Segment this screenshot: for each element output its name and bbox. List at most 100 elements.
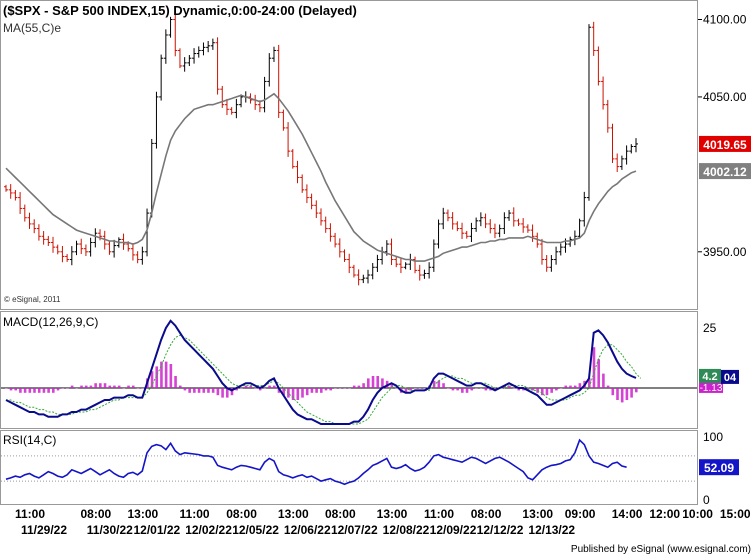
macd-histogram-bar [479, 388, 483, 389]
macd-histogram-bar [225, 388, 229, 398]
price-bar [168, 16, 173, 38]
price-bar [206, 40, 211, 53]
x-date-label: 12/08/22 [383, 523, 430, 537]
macd-histogram-bar [9, 388, 13, 391]
price-bar [22, 204, 27, 222]
price-bar [234, 98, 239, 119]
price-bar [394, 256, 399, 268]
macd-histogram-bar [23, 388, 27, 393]
price-bar [229, 107, 234, 115]
price-bar [422, 269, 427, 279]
price-bar [74, 240, 79, 256]
macd-histogram-bar [531, 388, 535, 391]
price-bar [351, 264, 356, 278]
macd-histogram-bar [113, 385, 116, 388]
price-bar [196, 46, 201, 58]
rsi-value-tag-bg [699, 459, 739, 476]
price-bar [427, 262, 432, 279]
macd-histogram-bar [5, 388, 8, 389]
macd-histogram-bar [597, 359, 600, 388]
price-bar [201, 42, 206, 56]
macd-histogram-bar [211, 388, 215, 393]
price-bar [610, 123, 615, 164]
macd-histogram-bar [14, 388, 18, 391]
price-bar [544, 255, 549, 272]
price-bar [507, 209, 512, 221]
rsi-panel-frame [0, 430, 698, 505]
macd-histogram-bar [131, 385, 135, 388]
macd-histogram-bar [470, 388, 474, 391]
price-bar [79, 238, 84, 255]
macd-histogram-bar [178, 385, 182, 388]
ma-label: MA(55,C)e [3, 21, 61, 35]
x-time-label: 13:00 [278, 507, 309, 521]
macd-histogram-bar [503, 385, 506, 388]
macd-histogram-bar [352, 385, 356, 388]
x-time-label: 14:00 [612, 507, 643, 521]
macd-histogram-bar [465, 388, 469, 393]
macd-histogram-bar [508, 385, 511, 388]
macd-histogram-bar [202, 388, 206, 393]
macd-histogram-bar [602, 373, 605, 388]
x-time-label: 08:00 [325, 507, 356, 521]
price-bar [431, 239, 436, 272]
macd-signal-tag: 04 [724, 372, 737, 384]
price-bar [135, 251, 140, 264]
price-bar [253, 94, 258, 110]
price-bar [605, 99, 610, 133]
price-bar [549, 255, 554, 272]
macd-histogram-bar [348, 388, 351, 389]
price-bar [4, 184, 8, 192]
price-bar [582, 191, 587, 227]
price-bar [55, 244, 60, 255]
macd-histogram-bar [193, 388, 196, 393]
price-bar [328, 223, 333, 242]
ma-value-tag: 4002.12 [703, 165, 747, 179]
price-bar [478, 212, 483, 227]
macd-histogram-bar [357, 385, 361, 388]
price-bar [295, 160, 300, 184]
macd-histogram-bar [611, 388, 615, 396]
price-bar [539, 238, 544, 265]
price-bar [93, 228, 98, 248]
macd-histogram-bar [282, 388, 285, 396]
price-bar [41, 231, 46, 245]
price-bar [32, 219, 37, 234]
macd-hist-tag: -1.13 [700, 383, 723, 394]
macd-histogram-bar [324, 388, 328, 391]
x-time-label: 13:00 [127, 507, 158, 521]
rsi-tick-label: 100 [703, 430, 723, 444]
x-time-label: 11:00 [15, 507, 45, 521]
macd-histogram-bar [99, 383, 102, 388]
price-bar [596, 46, 601, 86]
macd-histogram-bar [395, 388, 398, 389]
macd-histogram-bar [277, 388, 281, 393]
price-bar [51, 236, 56, 253]
x-time-label: 15:00 [720, 507, 751, 521]
price-panel: 4100.00 4050.00 3950.00 4019.65 4002.12 [4, 12, 751, 286]
macd-histogram-bar [258, 388, 262, 391]
macd-line [5, 319, 637, 425]
macd-histogram-bar [329, 388, 333, 391]
price-bar [224, 98, 229, 116]
price-bar [112, 239, 117, 258]
price-bar [290, 149, 295, 169]
macd-histogram-bar [160, 361, 163, 388]
price-bar [18, 192, 23, 214]
price-bar [13, 190, 18, 201]
macd-histogram-bar [367, 378, 370, 388]
macd-signal-line [6, 334, 642, 425]
price-bar [356, 269, 361, 286]
macd-histogram-bar [437, 380, 441, 388]
price-bar [413, 256, 418, 274]
macd-histogram-bar [183, 388, 187, 391]
macd-histogram-bar [442, 383, 445, 388]
macd-value-tag: 4.2 [702, 371, 717, 383]
macd-histogram-bar [409, 388, 412, 391]
macd-histogram-bar [592, 347, 596, 388]
price-bar [88, 237, 93, 257]
macd-histogram-bar [75, 388, 79, 389]
macd-histogram-bar [484, 388, 488, 391]
macd-histogram-bar [272, 385, 276, 388]
macd-histogram-bar [414, 388, 417, 389]
